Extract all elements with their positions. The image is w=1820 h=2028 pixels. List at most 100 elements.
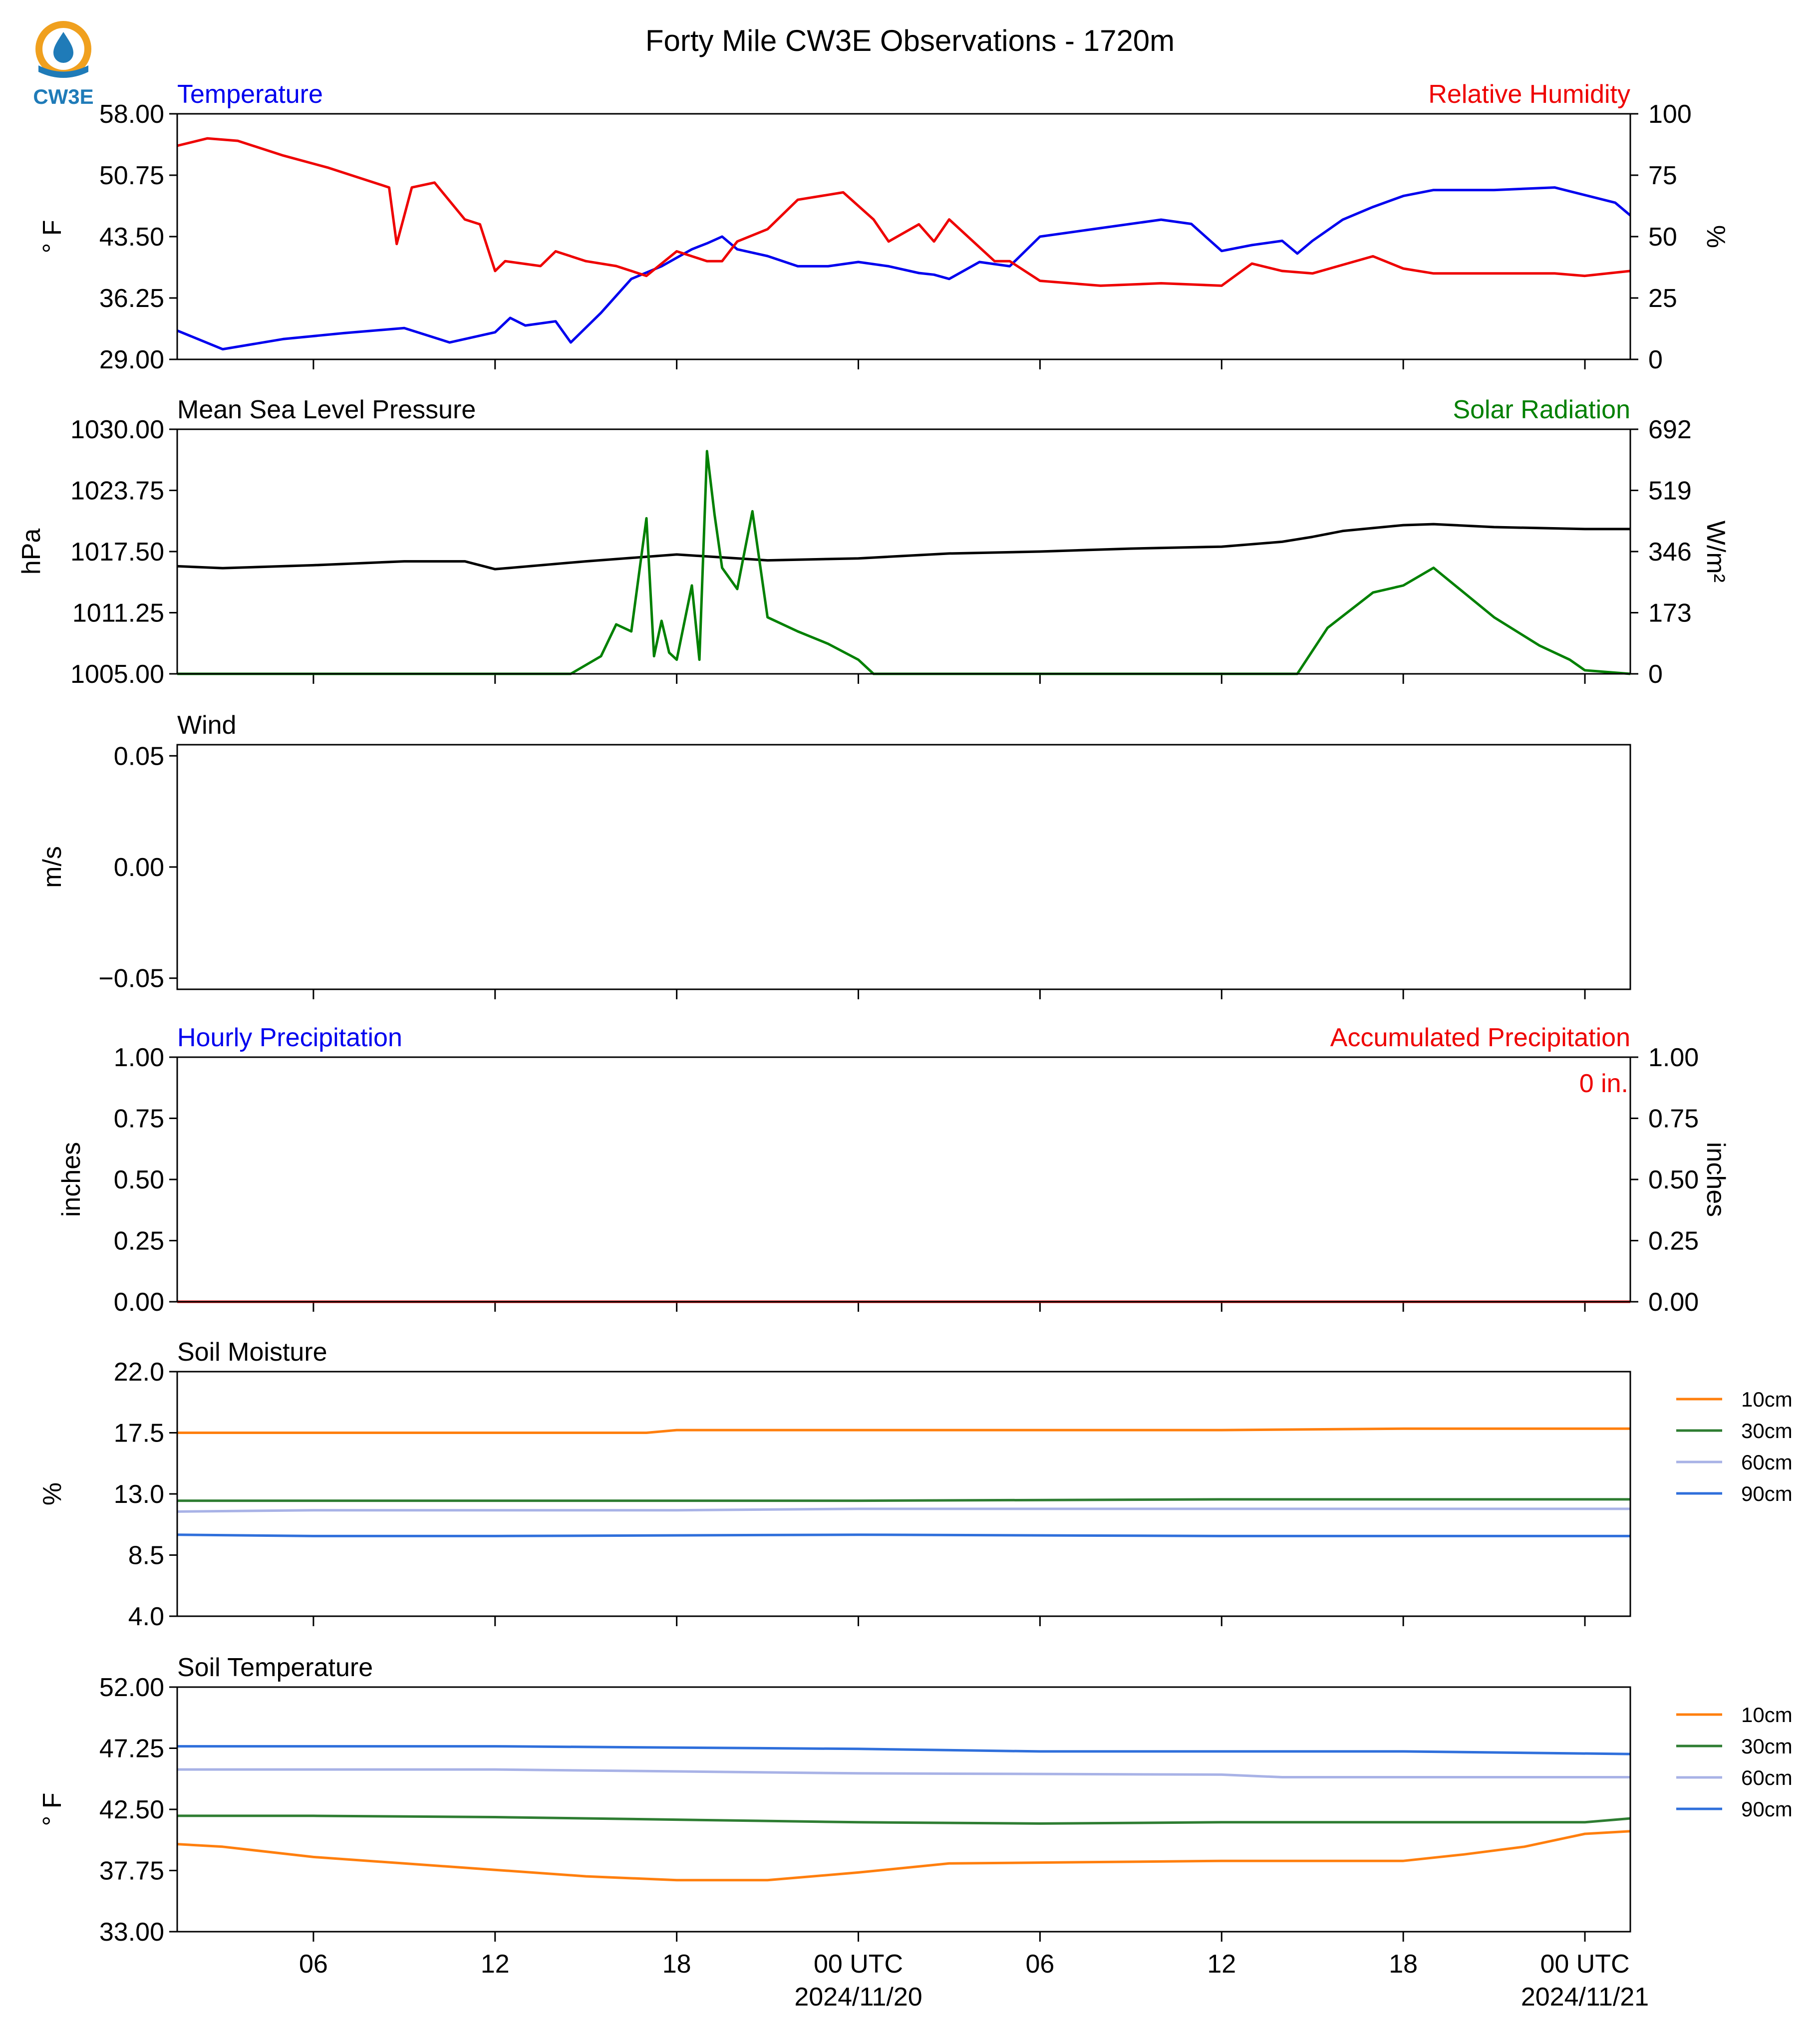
x-tick-label: 00 UTC xyxy=(1540,1950,1629,1979)
y-tick-label: 1011.25 xyxy=(72,599,164,628)
y-tick-label: 43.50 xyxy=(99,223,164,252)
y-axis-label: hPa xyxy=(17,529,46,575)
y-axis-label: % xyxy=(38,1482,67,1505)
series-line xyxy=(177,523,1630,571)
y-right-tick-label: 0.75 xyxy=(1648,1105,1699,1134)
y-right-tick-label: 0.50 xyxy=(1648,1165,1699,1194)
y-tick-label: 0.00 xyxy=(114,1288,164,1317)
y-axis-label: inches xyxy=(57,1142,86,1217)
y-tick-label: −0.05 xyxy=(98,964,164,993)
series-line xyxy=(177,1533,1630,1537)
x-tick-label: 06 xyxy=(299,1950,328,1979)
series-line xyxy=(177,450,1631,675)
series-line xyxy=(177,1768,1630,1778)
y-right-tick-label: 50 xyxy=(1648,223,1677,252)
y-tick-label: 8.5 xyxy=(128,1541,164,1570)
y-right-tick-label: 0 xyxy=(1648,660,1663,689)
y-right-tick-label: 519 xyxy=(1648,477,1692,506)
series-line xyxy=(177,186,1631,351)
series-line xyxy=(177,1745,1631,1755)
panel-title: Soil Moisture xyxy=(177,1338,327,1367)
y-tick-label: 1.00 xyxy=(114,1043,164,1072)
y-right-tick-label: 0 xyxy=(1648,345,1663,374)
y-tick-label: 0.50 xyxy=(114,1165,164,1194)
x-tick-label: 06 xyxy=(1025,1950,1054,1979)
series-line xyxy=(177,1814,1631,1825)
y-right-axis-label: W/m² xyxy=(1701,521,1730,582)
panel-title: Soil Temperature xyxy=(177,1653,373,1682)
y-tick-label: 33.00 xyxy=(99,1918,164,1947)
y-right-tick-label: 173 xyxy=(1648,599,1692,628)
x-tick-label: 00 UTC xyxy=(814,1950,903,1979)
y-tick-label: 0.00 xyxy=(114,853,164,882)
series-line xyxy=(177,1507,1630,1513)
plot-frame xyxy=(176,744,1631,990)
x-date-label: 2024/11/20 xyxy=(794,1983,922,2012)
y-tick-label: 0.05 xyxy=(114,742,164,771)
y-right-tick-label: 25 xyxy=(1648,284,1677,313)
water-drop-icon xyxy=(53,32,73,63)
y-right-axis-label: inches xyxy=(1701,1142,1730,1217)
series-line xyxy=(177,1427,1630,1434)
y-tick-label: 47.25 xyxy=(99,1735,164,1763)
logo-text: CW3E xyxy=(33,85,93,108)
y-tick-label: 58.00 xyxy=(99,100,164,129)
y-right-tick-label: 1.00 xyxy=(1648,1043,1699,1072)
panel-title: Wind xyxy=(177,711,236,740)
y-tick-label: 17.5 xyxy=(114,1419,164,1448)
cw3e-logo: CW3E xyxy=(26,18,101,108)
y-tick-label: 36.25 xyxy=(99,284,164,313)
y-tick-label: 1005.00 xyxy=(70,660,164,689)
x-tick-label: 12 xyxy=(481,1950,510,1979)
y-tick-label: 52.00 xyxy=(99,1673,164,1702)
series-line xyxy=(177,1498,1630,1502)
x-tick-label: 18 xyxy=(1389,1950,1418,1979)
plot-frame xyxy=(176,1056,1631,1303)
y-right-tick-label: 100 xyxy=(1648,100,1692,129)
y-right-tick-label: 0.00 xyxy=(1648,1288,1699,1317)
y-axis-label: ° F xyxy=(38,1792,67,1826)
plot-frame xyxy=(176,113,1631,360)
legend-label: 10cm xyxy=(1741,1388,1793,1411)
plot-frame xyxy=(176,1371,1631,1617)
legend-label: 10cm xyxy=(1741,1703,1793,1727)
y-tick-label: 1017.50 xyxy=(70,538,164,567)
y-right-tick-label: 75 xyxy=(1648,161,1677,190)
y-tick-label: 1030.00 xyxy=(70,415,164,444)
y-right-tick-label: 0.25 xyxy=(1648,1227,1699,1256)
legend-label: 30cm xyxy=(1741,1419,1793,1443)
y-tick-label: 4.0 xyxy=(128,1602,164,1631)
plot-frame xyxy=(176,428,1631,675)
y-tick-label: 29.00 xyxy=(99,345,164,374)
y-right-axis-label: % xyxy=(1701,225,1730,248)
plot-frame xyxy=(176,1686,1631,1933)
y-tick-label: 1023.75 xyxy=(70,477,164,506)
figure-title: Forty Mile CW3E Observations - 1720m xyxy=(645,24,1175,57)
y-axis-label: m/s xyxy=(38,846,67,888)
panel-right-title: Solar Radiation xyxy=(1453,395,1630,424)
x-date-label: 2024/11/21 xyxy=(1521,1983,1649,2012)
x-tick-label: 18 xyxy=(662,1950,691,1979)
panel-right-title: Relative Humidity xyxy=(1428,80,1630,109)
series-line xyxy=(177,137,1631,287)
legend-label: 60cm xyxy=(1741,1450,1793,1474)
y-tick-label: 42.50 xyxy=(99,1795,164,1824)
legend-label: 90cm xyxy=(1741,1482,1793,1505)
y-tick-label: 37.75 xyxy=(99,1857,164,1886)
panel-right-title: Accumulated Precipitation xyxy=(1330,1023,1630,1052)
legend-label: 30cm xyxy=(1741,1735,1793,1758)
y-tick-label: 0.25 xyxy=(114,1227,164,1256)
series-line xyxy=(177,1830,1631,1882)
y-tick-label: 0.75 xyxy=(114,1105,164,1134)
y-tick-label: 13.0 xyxy=(114,1480,164,1509)
x-tick-label: 12 xyxy=(1207,1950,1236,1979)
y-right-tick-label: 692 xyxy=(1648,415,1692,444)
panel-title: Hourly Precipitation xyxy=(177,1023,402,1052)
y-tick-label: 50.75 xyxy=(99,161,164,190)
y-tick-label: 22.0 xyxy=(114,1358,164,1387)
y-right-tick-label: 346 xyxy=(1648,538,1692,567)
legend-label: 60cm xyxy=(1741,1766,1793,1789)
y-axis-label: ° F xyxy=(38,220,67,253)
panel-title: Temperature xyxy=(177,80,323,109)
